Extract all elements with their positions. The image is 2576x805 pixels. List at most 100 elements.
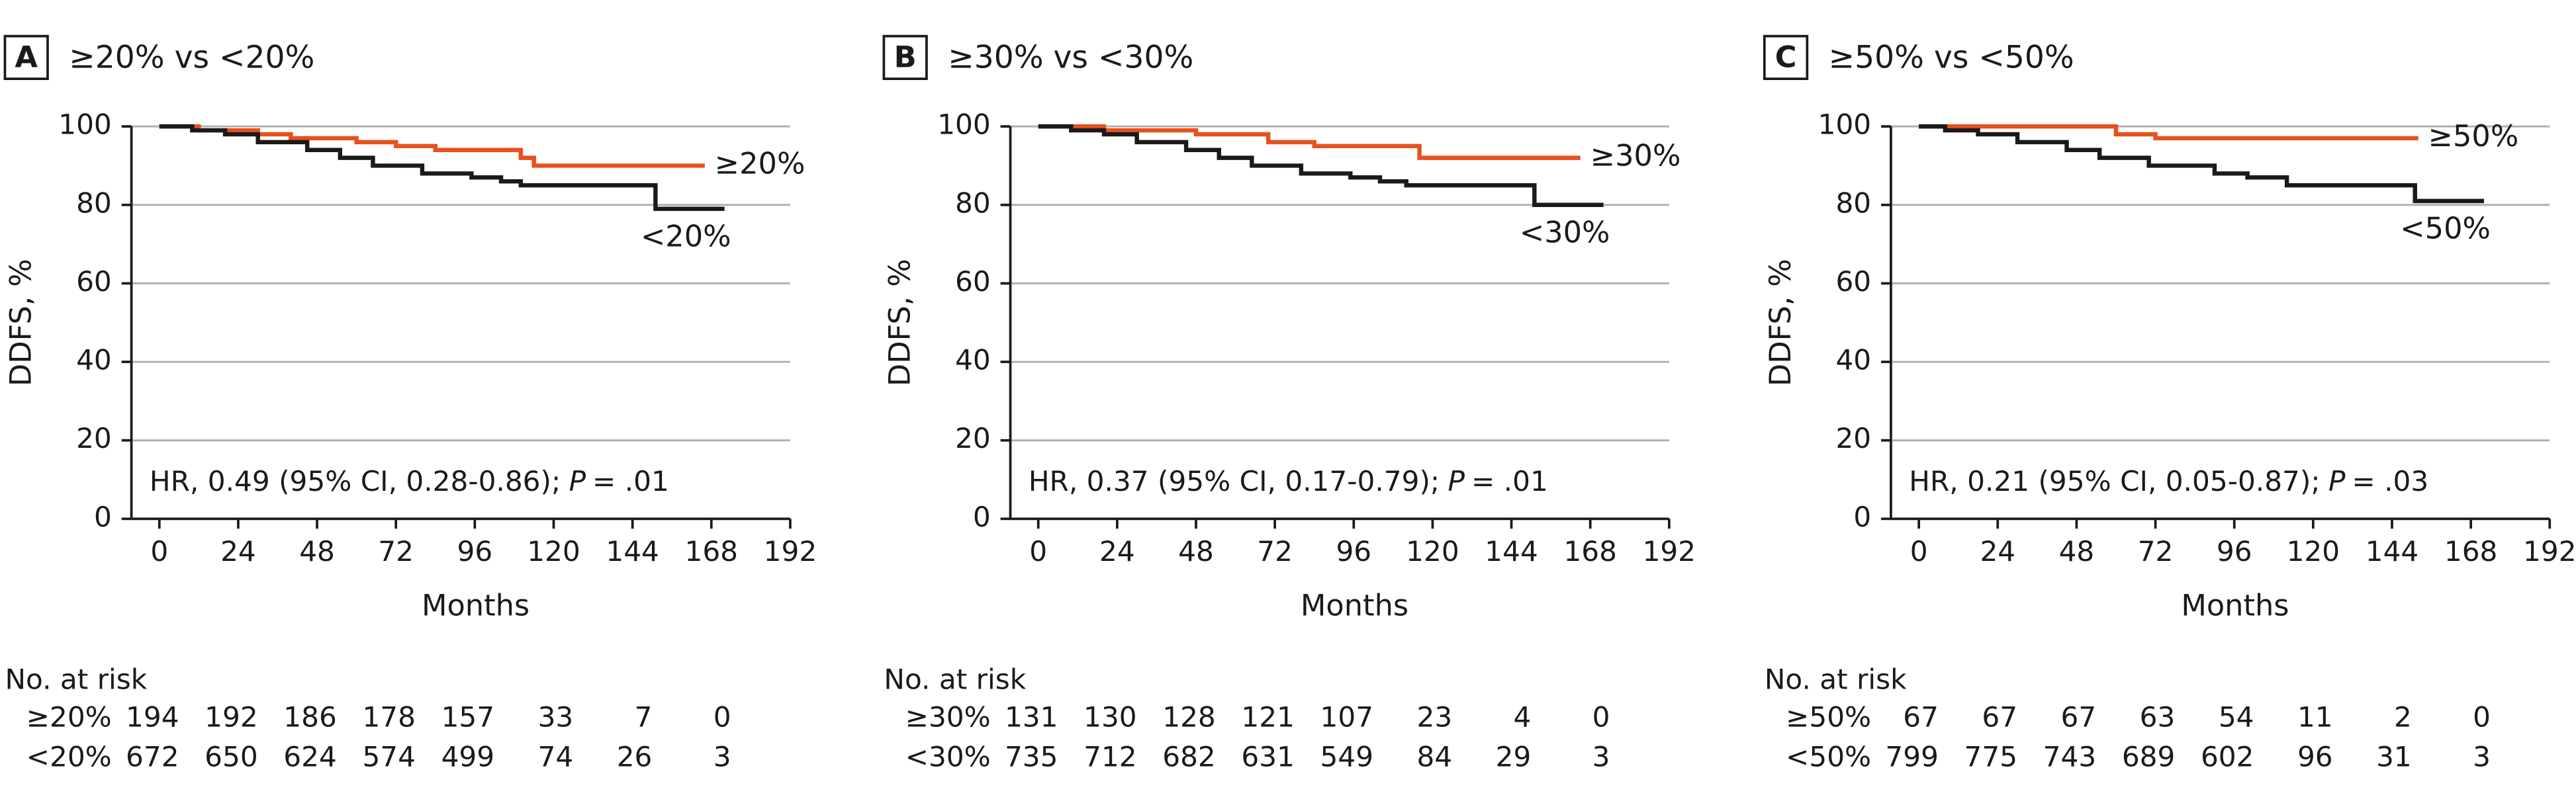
y-tick-label: 40 xyxy=(76,344,112,376)
risk-row-label: <50% xyxy=(1786,740,1871,773)
x-tick-label: 48 xyxy=(1178,535,1214,568)
series-label: <20% xyxy=(641,219,731,253)
panel-label: C xyxy=(1775,40,1797,74)
risk-count: 3 xyxy=(713,740,731,773)
panel-title: ≥20% vs <20% xyxy=(69,39,314,75)
x-axis-title: Months xyxy=(422,588,529,622)
series-label: <50% xyxy=(2400,212,2491,246)
risk-count: 128 xyxy=(1162,701,1216,734)
x-tick-label: 0 xyxy=(1029,535,1047,568)
risk-count: 631 xyxy=(1241,740,1295,773)
x-tick-label: 120 xyxy=(2287,535,2340,568)
y-tick-label: 20 xyxy=(955,422,991,454)
hr-text: HR, 0.37 (95% CI, 0.17-0.79); xyxy=(1029,464,1440,497)
risk-count: 29 xyxy=(1496,740,1532,773)
panel-title: ≥50% vs <50% xyxy=(1829,39,2074,75)
risk-count: 3 xyxy=(2473,740,2491,773)
series-label: ≥30% xyxy=(1590,139,1681,173)
y-tick-label: 40 xyxy=(955,344,991,376)
risk-count: 67 xyxy=(2061,701,2097,734)
y-axis-title: DDFS, % xyxy=(4,259,38,386)
series-label: <30% xyxy=(1520,215,1610,249)
hazard-ratio: HR, 0.37 (95% CI, 0.17-0.79); P = .01 xyxy=(1029,464,1548,497)
risk-count: 192 xyxy=(205,701,258,734)
risk-count: 186 xyxy=(283,701,337,734)
hazard-ratio: HR, 0.49 (95% CI, 0.28-0.86); P = .01 xyxy=(150,464,669,497)
x-tick-label: 72 xyxy=(1257,535,1293,568)
y-tick-label: 40 xyxy=(1835,344,1871,376)
risk-count: 743 xyxy=(2043,740,2097,773)
panel-label: A xyxy=(15,40,38,74)
x-tick-label: 24 xyxy=(1099,535,1135,568)
hr-text: HR, 0.49 (95% CI, 0.28-0.86); xyxy=(150,464,561,497)
risk-count: 672 xyxy=(126,740,179,773)
x-tick-label: 120 xyxy=(527,535,580,568)
risk-row-label: ≥30% xyxy=(905,701,991,734)
x-tick-label: 24 xyxy=(1980,535,2015,568)
panel-label-box xyxy=(3,34,49,81)
y-tick-label: 100 xyxy=(1818,108,1872,141)
risk-row-label: ≥50% xyxy=(1786,701,1871,734)
x-tick-label: 0 xyxy=(1910,535,1928,568)
risk-count: 712 xyxy=(1083,740,1137,773)
y-tick-label: 80 xyxy=(1835,187,1871,219)
risk-count: 689 xyxy=(2122,740,2176,773)
p-value: = .03 xyxy=(2352,464,2428,497)
y-tick-label: 100 xyxy=(937,108,991,141)
risk-count: 735 xyxy=(1005,740,1058,773)
survival-curve xyxy=(1919,124,2484,204)
risk-count: 157 xyxy=(441,701,495,734)
survival-curve xyxy=(159,124,705,168)
risk-count: 0 xyxy=(2473,701,2491,734)
risk-count: 178 xyxy=(362,701,416,734)
y-tick-label: 0 xyxy=(94,501,112,533)
x-tick-label: 96 xyxy=(2217,535,2252,568)
risk-count: 2 xyxy=(2394,701,2412,734)
risk-count: 84 xyxy=(1417,740,1453,773)
risk-title: No. at risk xyxy=(1765,663,1907,696)
risk-count: 574 xyxy=(362,740,416,773)
risk-count: 775 xyxy=(1964,740,2018,773)
x-axis-title: Months xyxy=(2181,588,2289,622)
y-axis-title: DDFS, % xyxy=(883,259,917,386)
x-tick-label: 144 xyxy=(606,535,659,568)
y-tick-label: 20 xyxy=(76,422,112,454)
risk-count: 63 xyxy=(2140,701,2176,734)
y-tick-label: 60 xyxy=(1835,265,1871,298)
survival-curve xyxy=(159,124,725,211)
x-tick-label: 120 xyxy=(1406,535,1459,568)
risk-count: 107 xyxy=(1320,701,1374,734)
x-tick-label: 192 xyxy=(764,535,817,568)
x-tick-label: 48 xyxy=(299,535,335,568)
y-tick-label: 80 xyxy=(76,187,112,219)
hazard-ratio: HR, 0.21 (95% CI, 0.05-0.87); P = .03 xyxy=(1909,464,2428,497)
p-label: P xyxy=(1448,464,1465,497)
survival-curve xyxy=(1038,124,1581,160)
risk-count: 96 xyxy=(2297,740,2333,773)
series-label: ≥20% xyxy=(715,146,805,181)
panel-label: B xyxy=(894,40,917,74)
risk-count: 67 xyxy=(1903,701,1939,734)
risk-count: 4 xyxy=(1514,701,1532,734)
risk-count: 26 xyxy=(617,740,653,773)
x-tick-label: 24 xyxy=(220,535,256,568)
risk-title: No. at risk xyxy=(5,663,147,696)
risk-count: 624 xyxy=(283,740,337,773)
risk-count: 130 xyxy=(1083,701,1137,734)
risk-title: No. at risk xyxy=(884,663,1026,696)
risk-count: 23 xyxy=(1417,701,1453,734)
risk-count: 54 xyxy=(2219,701,2254,734)
risk-count: 131 xyxy=(1005,701,1058,734)
risk-count: 549 xyxy=(1320,740,1374,773)
x-tick-label: 96 xyxy=(1336,535,1371,568)
risk-count: 74 xyxy=(538,740,574,773)
risk-row-label: <30% xyxy=(905,740,991,773)
y-tick-label: 0 xyxy=(973,501,991,533)
risk-row-label: ≥20% xyxy=(26,701,112,734)
y-tick-label: 20 xyxy=(1835,422,1871,454)
survival-curve xyxy=(1038,124,1604,208)
x-tick-label: 48 xyxy=(2059,535,2095,568)
risk-count: 33 xyxy=(538,701,574,734)
y-tick-label: 80 xyxy=(955,187,991,219)
